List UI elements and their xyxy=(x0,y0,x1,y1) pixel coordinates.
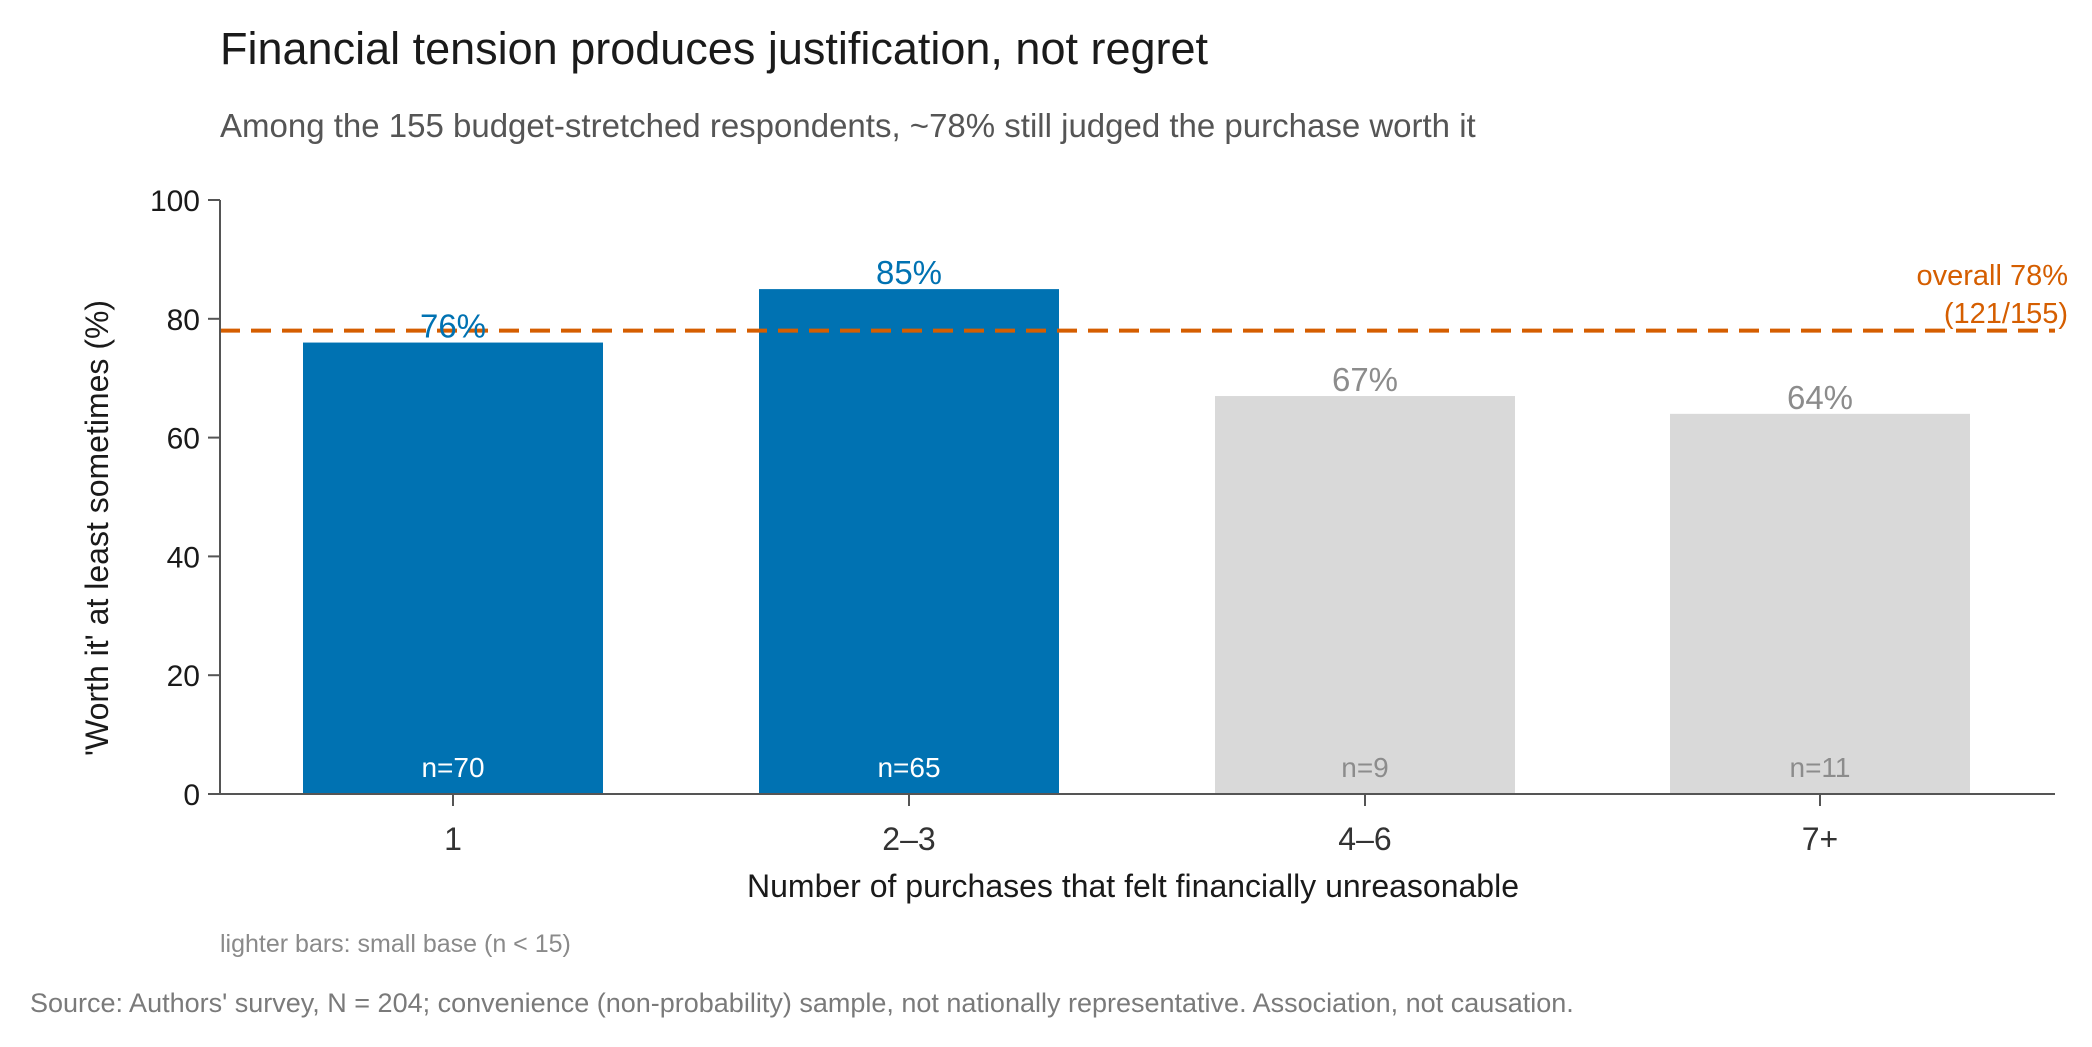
n-label-2: n=9 xyxy=(1341,752,1389,783)
value-label-2: 67% xyxy=(1332,361,1398,398)
y-tick-label-80: 80 xyxy=(167,304,200,337)
reference-label-count: (121/155) xyxy=(1944,298,2068,330)
bar-2 xyxy=(1215,396,1515,794)
bar-3 xyxy=(1670,413,1970,794)
y-tick-label-100: 100 xyxy=(150,185,200,218)
reference-layer: overall 78% (121/155) xyxy=(220,260,2068,333)
n-label-1: n=65 xyxy=(877,752,940,783)
x-tick-label-2: 4–6 xyxy=(1338,821,1391,857)
x-tick-label-1: 2–3 xyxy=(882,821,935,857)
y-tick-label-60: 60 xyxy=(167,423,200,456)
y-tick-label-40: 40 xyxy=(167,541,200,574)
n-label-0: n=70 xyxy=(421,752,484,783)
bar-0 xyxy=(303,342,603,794)
chart-title: Financial tension produces justification… xyxy=(220,23,1209,74)
chart-subtitle: Among the 155 budget-stretched responden… xyxy=(220,107,1476,144)
reference-label-overall: overall 78% xyxy=(1916,260,2068,292)
n-label-3: n=11 xyxy=(1790,752,1851,783)
x-tick-label-3: 7+ xyxy=(1802,821,1838,857)
y-tick-label-0: 0 xyxy=(183,779,200,812)
y-axis-title: 'Worth it' at least sometimes (%) xyxy=(79,300,115,756)
value-label-3: 64% xyxy=(1787,379,1853,416)
value-label-1: 85% xyxy=(876,254,942,291)
source-note: Source: Authors' survey, N = 204; conven… xyxy=(30,988,1574,1018)
axes-layer: 0 20 40 60 80 100 1 2–3 4–6 7+ xyxy=(150,185,2055,857)
bar-1 xyxy=(759,289,1059,794)
bars-layer xyxy=(303,289,1970,794)
x-axis-title: Number of purchases that felt financiall… xyxy=(747,868,1519,904)
y-tick-label-20: 20 xyxy=(167,660,200,693)
value-label-0: 76% xyxy=(420,308,486,345)
small-base-note: lighter bars: small base (n < 15) xyxy=(220,930,571,958)
x-tick-label-0: 1 xyxy=(444,821,462,857)
labels-layer: 76% n=70 85% n=65 67% n=9 64% n=11 xyxy=(420,254,1853,783)
